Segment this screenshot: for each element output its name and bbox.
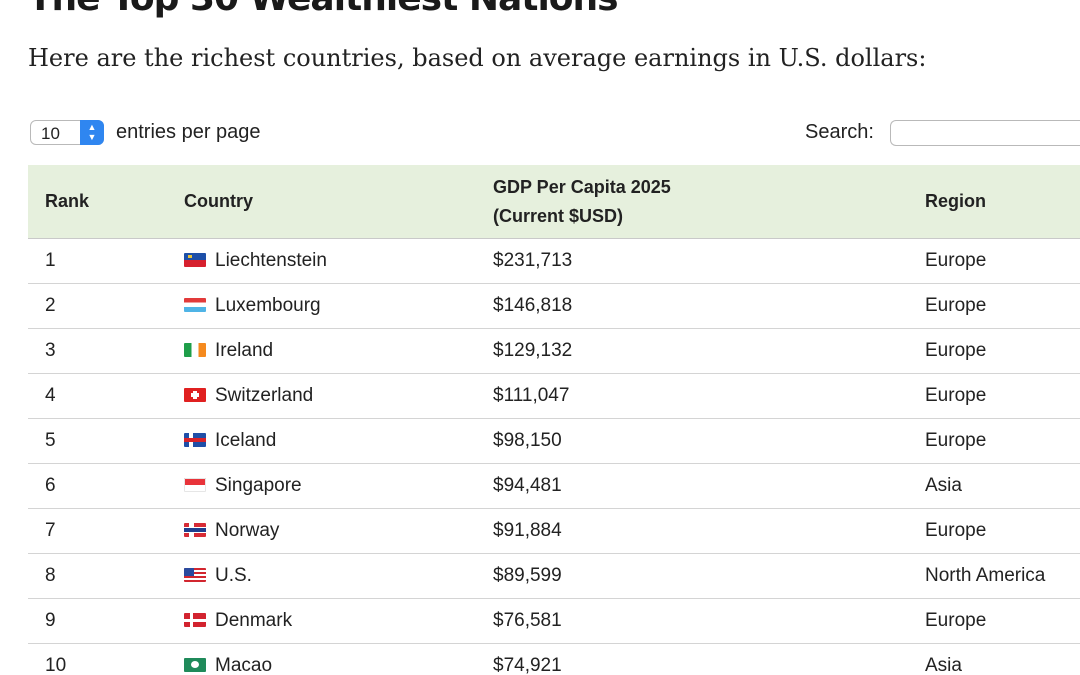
- table-row: 7 Norway $91,884 Europe: [28, 508, 1080, 554]
- table-row: 1 Liechtenstein $231,713 Europe: [28, 238, 1080, 284]
- cell-gdp: $94,481: [476, 463, 908, 509]
- cell-rank: 8: [28, 553, 167, 599]
- cell-region: Europe: [908, 373, 1080, 419]
- cell-region: Europe: [908, 283, 1080, 329]
- cell-country: Macao: [167, 643, 476, 675]
- cell-rank: 3: [28, 328, 167, 374]
- cell-country: Switzerland: [167, 373, 476, 419]
- column-header-region[interactable]: Region: [908, 165, 1080, 239]
- table-body: 1 Liechtenstein $231,713 Europe 2 Luxembourg $…: [28, 238, 1080, 675]
- cell-country: Liechtenstein: [167, 238, 476, 284]
- country-name: Ireland: [215, 340, 274, 361]
- table-row: 5 Iceland $98,150 Europe: [28, 418, 1080, 464]
- cell-country: Norway: [167, 508, 476, 554]
- dk-flag-icon: [184, 613, 206, 627]
- cell-gdp: $91,884: [476, 508, 908, 554]
- cell-gdp: $76,581: [476, 598, 908, 644]
- table-header-row: Rank Country GDP Per Capita 2025 (Current…: [28, 165, 1080, 239]
- cell-gdp: $74,921: [476, 643, 908, 675]
- cell-rank: 6: [28, 463, 167, 509]
- cell-region: Europe: [908, 238, 1080, 284]
- search-label: Search:: [805, 121, 874, 143]
- sg-flag-icon: [184, 478, 206, 492]
- no-flag-icon: [184, 523, 206, 537]
- us-flag-icon: [184, 568, 206, 582]
- mo-flag-icon: [184, 658, 206, 672]
- column-header-rank[interactable]: Rank: [28, 165, 167, 239]
- cell-country: Iceland: [167, 418, 476, 464]
- table-row: 9 Denmark $76,581 Europe: [28, 598, 1080, 644]
- cell-rank: 2: [28, 283, 167, 329]
- table-row: 8 U.S. $89,599 North America: [28, 553, 1080, 599]
- cell-rank: 10: [28, 643, 167, 675]
- table-row: 10 Macao $74,921 Asia: [28, 643, 1080, 675]
- country-name: Iceland: [215, 430, 277, 451]
- li-flag-icon: [184, 253, 206, 267]
- table-row: 2 Luxembourg $146,818 Europe: [28, 283, 1080, 329]
- table-controls: 10 ▲ ▼ entries per page Search:: [28, 118, 1080, 148]
- column-header-country-label: Country: [184, 191, 253, 211]
- lu-flag-icon: [184, 298, 206, 312]
- cell-gdp: $146,818: [476, 283, 908, 329]
- page-length-select[interactable]: 10 ▲ ▼: [30, 120, 104, 145]
- cell-rank: 7: [28, 508, 167, 554]
- cell-region: Europe: [908, 418, 1080, 464]
- country-name: Switzerland: [215, 385, 314, 406]
- column-header-country[interactable]: Country: [167, 165, 476, 239]
- ch-flag-icon: [184, 388, 206, 402]
- cell-region: Europe: [908, 328, 1080, 374]
- cell-country: Ireland: [167, 328, 476, 374]
- intro-text: Here are the richest countries, based on…: [28, 44, 927, 72]
- country-name: Denmark: [215, 610, 293, 631]
- cell-region: Europe: [908, 508, 1080, 554]
- cell-rank: 5: [28, 418, 167, 464]
- country-name: Luxembourg: [215, 295, 321, 316]
- column-header-gdp-line2: (Current $USD): [493, 205, 624, 226]
- cell-region: Asia: [908, 463, 1080, 509]
- cell-rank: 4: [28, 373, 167, 419]
- cell-gdp: $89,599: [476, 553, 908, 599]
- cell-gdp: $98,150: [476, 418, 908, 464]
- table-row: 6 Singapore $94,481 Asia: [28, 463, 1080, 509]
- cell-gdp: $111,047: [476, 373, 908, 419]
- cell-country: Singapore: [167, 463, 476, 509]
- page-length-value: 10: [41, 124, 60, 143]
- column-header-region-label: Region: [925, 191, 986, 211]
- ie-flag-icon: [184, 343, 206, 357]
- country-name: Macao: [215, 655, 273, 675]
- cell-gdp: $231,713: [476, 238, 908, 284]
- cell-country: Luxembourg: [167, 283, 476, 329]
- table-row: 4 Switzerland $111,047 Europe: [28, 373, 1080, 419]
- country-name: U.S.: [215, 565, 252, 586]
- cell-rank: 1: [28, 238, 167, 284]
- cell-region: Europe: [908, 598, 1080, 644]
- is-flag-icon: [184, 433, 206, 447]
- cell-region: Asia: [908, 643, 1080, 675]
- page-title: The Top 30 Wealthiest Nations: [28, 0, 619, 19]
- cell-gdp: $129,132: [476, 328, 908, 374]
- gdp-table: Rank Country GDP Per Capita 2025 (Current…: [28, 165, 1080, 675]
- country-name: Liechtenstein: [215, 250, 327, 271]
- cell-country: U.S.: [167, 553, 476, 599]
- search-input[interactable]: [890, 120, 1080, 146]
- chevron-updown-icon[interactable]: ▲ ▼: [80, 120, 104, 145]
- cell-country: Denmark: [167, 598, 476, 644]
- column-header-rank-label: Rank: [45, 191, 90, 211]
- cell-region: North America: [908, 553, 1080, 599]
- page-length-label: entries per page: [116, 121, 261, 143]
- column-header-gdp[interactable]: GDP Per Capita 2025 (Current $USD): [476, 165, 908, 239]
- column-header-gdp-line1: GDP Per Capita 2025: [493, 176, 671, 197]
- country-name: Singapore: [215, 475, 302, 496]
- cell-rank: 9: [28, 598, 167, 644]
- table-row: 3 Ireland $129,132 Europe: [28, 328, 1080, 374]
- country-name: Norway: [215, 520, 280, 541]
